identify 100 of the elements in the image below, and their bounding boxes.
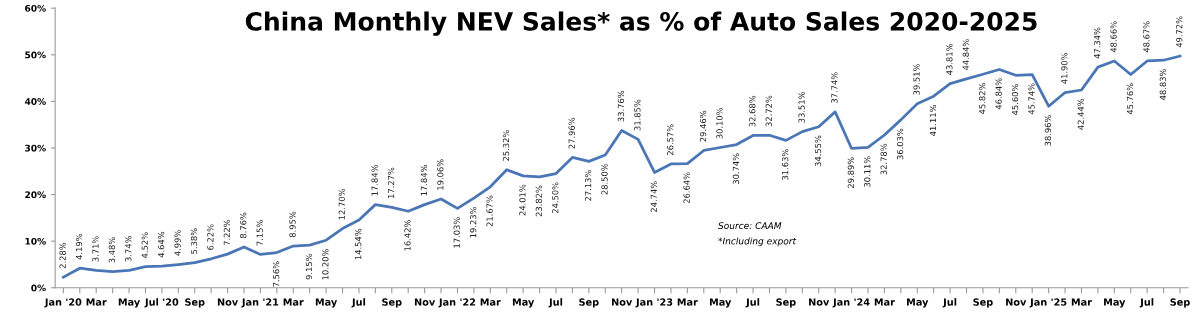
x-tick-label: Jul '20 (144, 298, 179, 308)
data-label: 24.50% (552, 182, 559, 214)
x-tick-label: Nov (217, 298, 239, 306)
data-label: 7.56% (272, 261, 280, 287)
x-tick-label: Sep (776, 298, 796, 308)
data-label: 30.74% (732, 153, 740, 184)
data-label: 19.06% (437, 159, 444, 190)
x-tick-label: Mar (480, 298, 501, 306)
data-label: 14.54% (355, 228, 362, 260)
annotation: Source: CAAM (718, 222, 782, 230)
y-tick-label: 50% (25, 51, 46, 59)
data-label: 49.72% (1176, 16, 1183, 48)
data-label: 7.22% (223, 219, 230, 246)
data-label: 8.95% (289, 211, 296, 238)
data-label: 37.74% (831, 72, 838, 103)
x-tick-label: Sep (382, 298, 402, 308)
x-tick-label: Jul (1139, 298, 1154, 308)
x-tick-label: Jan '23 (635, 298, 673, 308)
data-label: 4.19% (75, 233, 83, 260)
data-label: 25.32% (502, 130, 510, 161)
x-tick-label: Nov (809, 298, 830, 306)
x-tick-label: Mar (677, 298, 698, 306)
data-label: 41.90% (1061, 52, 1068, 84)
data-label: 17.84% (420, 164, 428, 196)
x-tick-label: May (1104, 298, 1126, 308)
data-label: 6.22% (207, 224, 214, 250)
data-label: 4.52% (141, 232, 148, 258)
data-label: 38.96% (1044, 115, 1052, 146)
data-label: 10.20% (322, 249, 329, 280)
data-label: 32.78% (880, 143, 887, 175)
data-label: 31.85% (634, 99, 641, 131)
data-label: 45.76% (1126, 83, 1134, 115)
data-label: 5.38% (190, 228, 198, 254)
data-label: 27.96% (568, 117, 575, 149)
data-label: 17.84% (371, 164, 378, 196)
data-label: 3.74% (125, 235, 132, 262)
x-tick-label: Mar (283, 298, 304, 306)
data-label: 29.46% (699, 110, 707, 142)
data-label: 28.50% (601, 163, 608, 195)
data-label: 23.82% (535, 185, 542, 217)
data-label: 48.83% (1159, 69, 1166, 100)
x-tick-label: Sep (185, 298, 205, 308)
x-tick-label: Jul (351, 298, 366, 308)
annotation: *Including export (718, 237, 797, 247)
y-tick-label: 10% (25, 237, 46, 245)
x-tick-label: Jan '21 (241, 298, 279, 308)
data-label: 3.71% (92, 236, 99, 262)
y-tick-label: 60% (25, 4, 46, 12)
data-label: 44.84% (962, 39, 969, 71)
x-tick-label: Mar (874, 298, 895, 306)
data-label: 45.82% (979, 83, 986, 114)
data-label: 26.64% (683, 172, 690, 204)
data-label: 46.84% (995, 78, 1002, 110)
x-tick-label: Nov (612, 298, 633, 306)
x-tick-label: Jan '20 (44, 298, 82, 308)
data-label: 48.66% (1110, 21, 1117, 53)
x-tick-label: May (512, 298, 535, 308)
data-label: 39.51% (913, 64, 920, 95)
x-tick-label: Jan '24 (832, 298, 870, 308)
data-label: 42.44% (1077, 98, 1084, 130)
x-tick-label: Jul (745, 298, 760, 308)
data-label: 26.57% (667, 124, 674, 156)
x-tick-label: May (907, 298, 929, 308)
data-label: 30.10% (716, 107, 723, 139)
data-label: 29.89% (847, 157, 854, 188)
data-label: 8.76% (240, 212, 247, 239)
data-label: 32.72% (765, 95, 772, 127)
data-label: 45.74% (1028, 83, 1035, 115)
chart-title: China Monthly NEV Sales* as % of Auto Sales 2020-2025 (245, 11, 1037, 36)
data-label: 4.64% (158, 231, 165, 258)
data-label: 34.55% (814, 135, 822, 167)
data-label: 27.13% (584, 170, 592, 201)
y-tick-label: 20% (25, 191, 46, 199)
data-label: 21.67% (486, 195, 493, 227)
data-label: 7.15% (256, 220, 263, 246)
data-label: 2.28% (59, 242, 66, 269)
data-label: 33.76% (617, 90, 625, 122)
data-label: 3.48% (108, 237, 116, 263)
x-tick-label: May (709, 298, 732, 308)
x-tick-label: Nov (414, 298, 436, 306)
x-tick-label: Mar (86, 298, 107, 306)
x-tick-label: Sep (973, 298, 993, 308)
y-tick-label: 0% (31, 284, 46, 292)
data-label: 41.11% (929, 104, 937, 136)
data-label: 17.03% (453, 217, 460, 248)
data-label: 12.70% (338, 188, 345, 220)
x-tick-label: Jul (548, 298, 563, 308)
x-tick-label: Mar (1071, 298, 1092, 306)
data-label: 19.23% (470, 206, 477, 238)
data-label: 4.99% (174, 230, 181, 256)
data-label: 16.42% (404, 220, 411, 251)
data-label: 45.60% (1011, 84, 1019, 115)
y-tick-label: 30% (25, 144, 46, 152)
data-label: 24.74% (650, 181, 657, 212)
data-label: 43.81% (946, 43, 953, 75)
x-tick-label: Sep (1170, 298, 1190, 308)
data-label: 48.67% (1143, 21, 1150, 53)
data-label: 31.63% (782, 149, 789, 180)
data-label: 17.27% (387, 167, 395, 199)
data-label: 9.15% (305, 253, 313, 280)
